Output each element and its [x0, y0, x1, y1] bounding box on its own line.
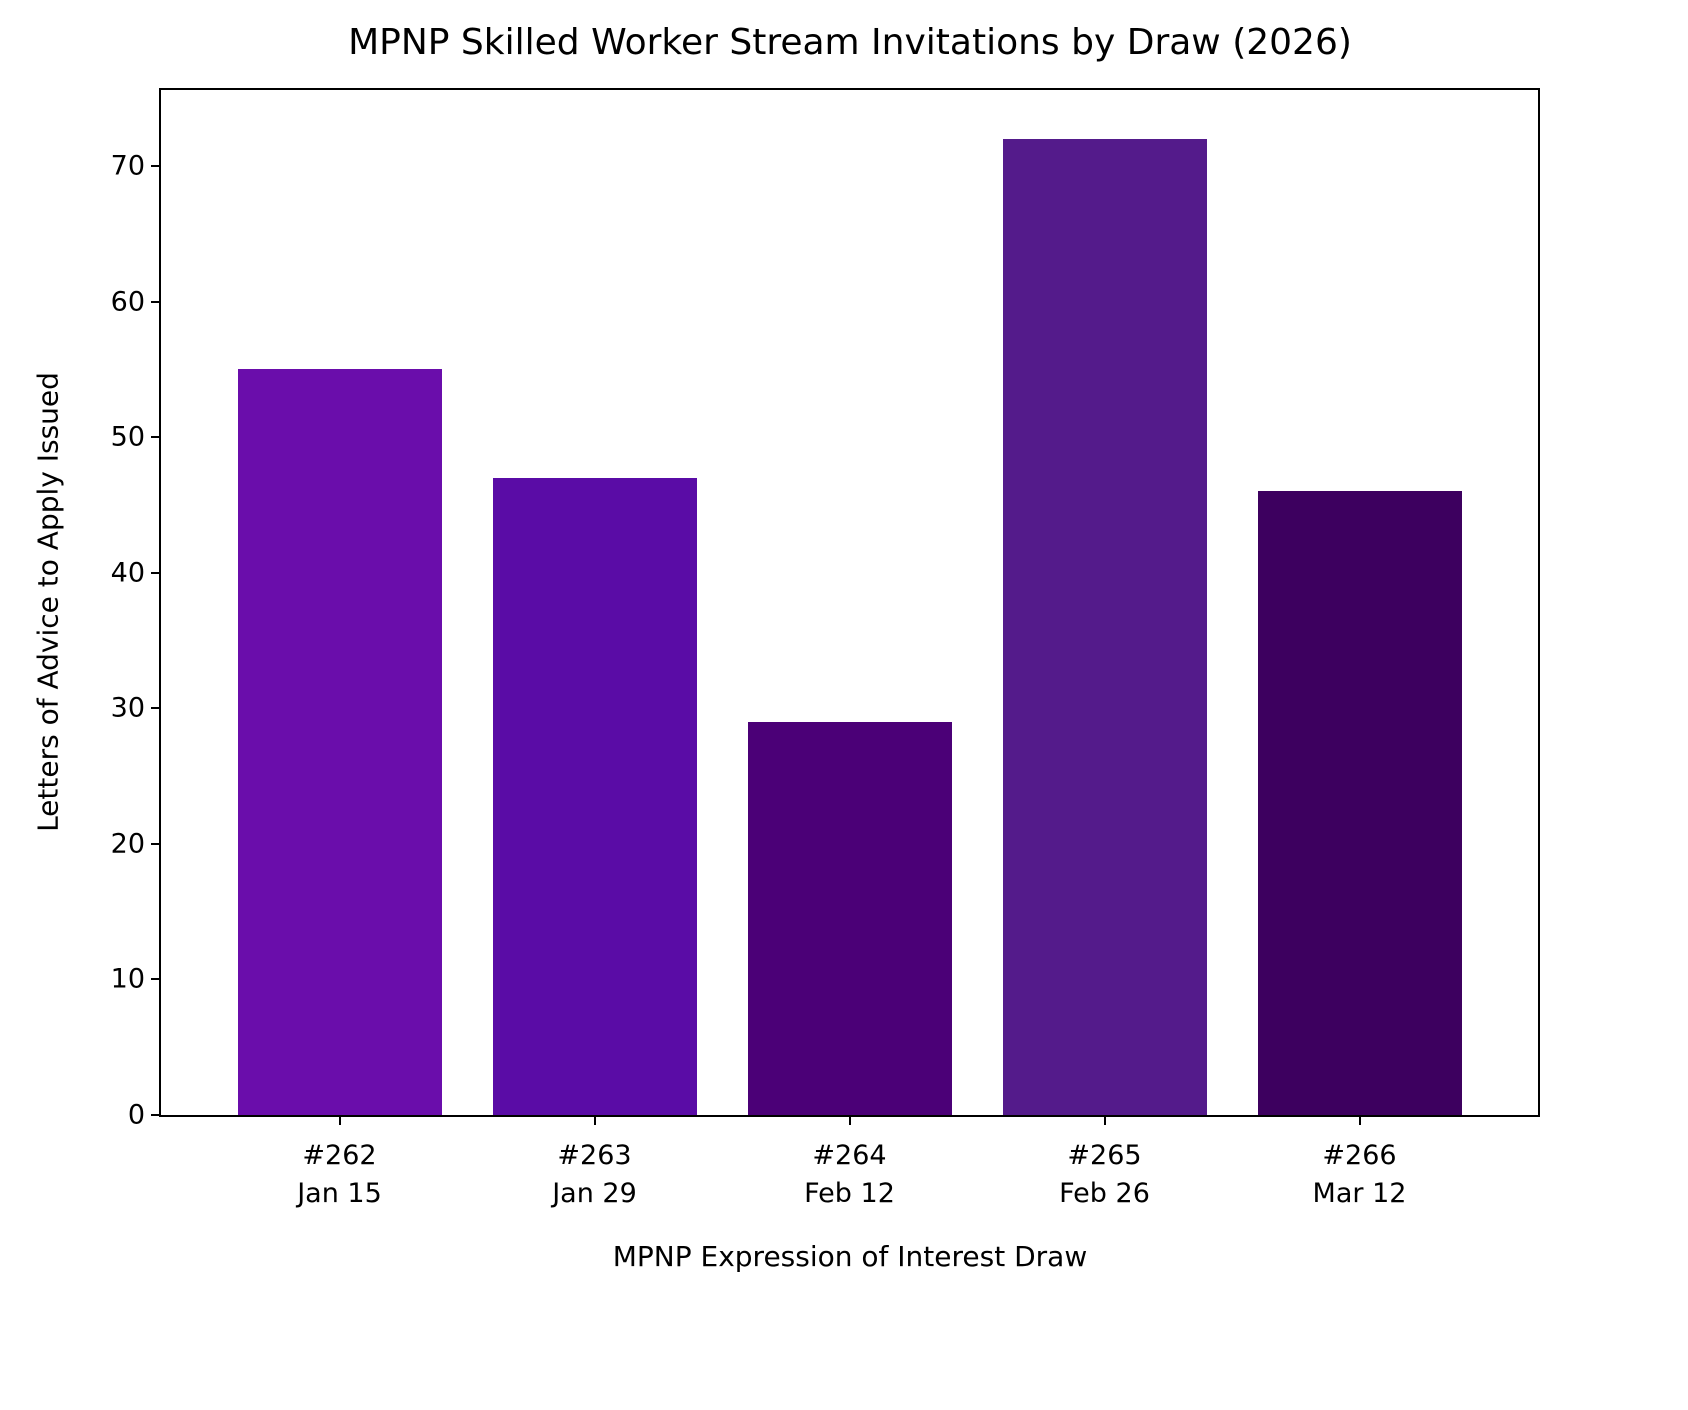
x-tick-label: #264 Feb 12 — [804, 1137, 895, 1213]
x-tick-label: #263 Jan 29 — [552, 1137, 637, 1213]
bar-266 — [1257, 491, 1462, 1115]
draw-number: #263 — [557, 1140, 632, 1171]
y-tick-label: 0 — [127, 1099, 145, 1131]
x-tick — [593, 1115, 596, 1125]
y-tick-label: 60 — [110, 286, 145, 317]
bar-263 — [492, 477, 697, 1115]
y-tick-label: 30 — [110, 692, 145, 724]
draw-date: Mar 12 — [1312, 1178, 1407, 1209]
draw-date: Feb 26 — [1059, 1178, 1150, 1209]
x-tick — [1103, 1115, 1106, 1125]
y-tick — [151, 164, 161, 167]
draw-number: #265 — [1067, 1140, 1142, 1171]
draw-date: Feb 12 — [804, 1178, 895, 1209]
y-tick — [151, 571, 161, 574]
y-tick — [151, 978, 161, 981]
bar-262 — [237, 369, 442, 1115]
y-tick-label: 40 — [110, 557, 145, 589]
y-tick — [151, 300, 161, 303]
y-tick-label: 70 — [110, 150, 145, 182]
draw-number: #266 — [1322, 1140, 1397, 1171]
y-tick-label: 10 — [110, 963, 145, 995]
bar-265 — [1002, 138, 1207, 1115]
y-tick-label: 50 — [110, 421, 145, 453]
y-tick — [151, 842, 161, 845]
y-tick — [151, 436, 161, 439]
x-tick — [338, 1115, 341, 1125]
x-tick-label: #265 Feb 26 — [1059, 1137, 1150, 1213]
draw-date: Jan 29 — [552, 1178, 637, 1209]
x-tick-label: #266 Mar 12 — [1313, 1137, 1407, 1213]
x-axis-title: MPNP Expression of Interest Draw — [612, 1240, 1088, 1273]
y-tick — [151, 707, 161, 710]
draw-date: Jan 15 — [297, 1178, 382, 1209]
plot-area: #262 Jan 15 #263 Jan 29 #264 Feb 12 #265 Feb 26… — [111, 88, 1540, 1209]
y-tick — [151, 1114, 161, 1116]
x-tick — [1358, 1115, 1361, 1125]
chart-title: MPNP Skilled Worker Stream Invitations b… — [348, 22, 1352, 63]
x-tick — [848, 1115, 851, 1125]
y-axis-title: Letters of Advice to Apply Issued — [31, 372, 65, 832]
draw-number: #264 — [812, 1140, 887, 1171]
draw-number: #262 — [302, 1140, 377, 1171]
x-tick-label: #262 Jan 15 — [297, 1137, 382, 1213]
bar-264 — [747, 721, 952, 1115]
y-tick-label: 20 — [110, 828, 145, 860]
